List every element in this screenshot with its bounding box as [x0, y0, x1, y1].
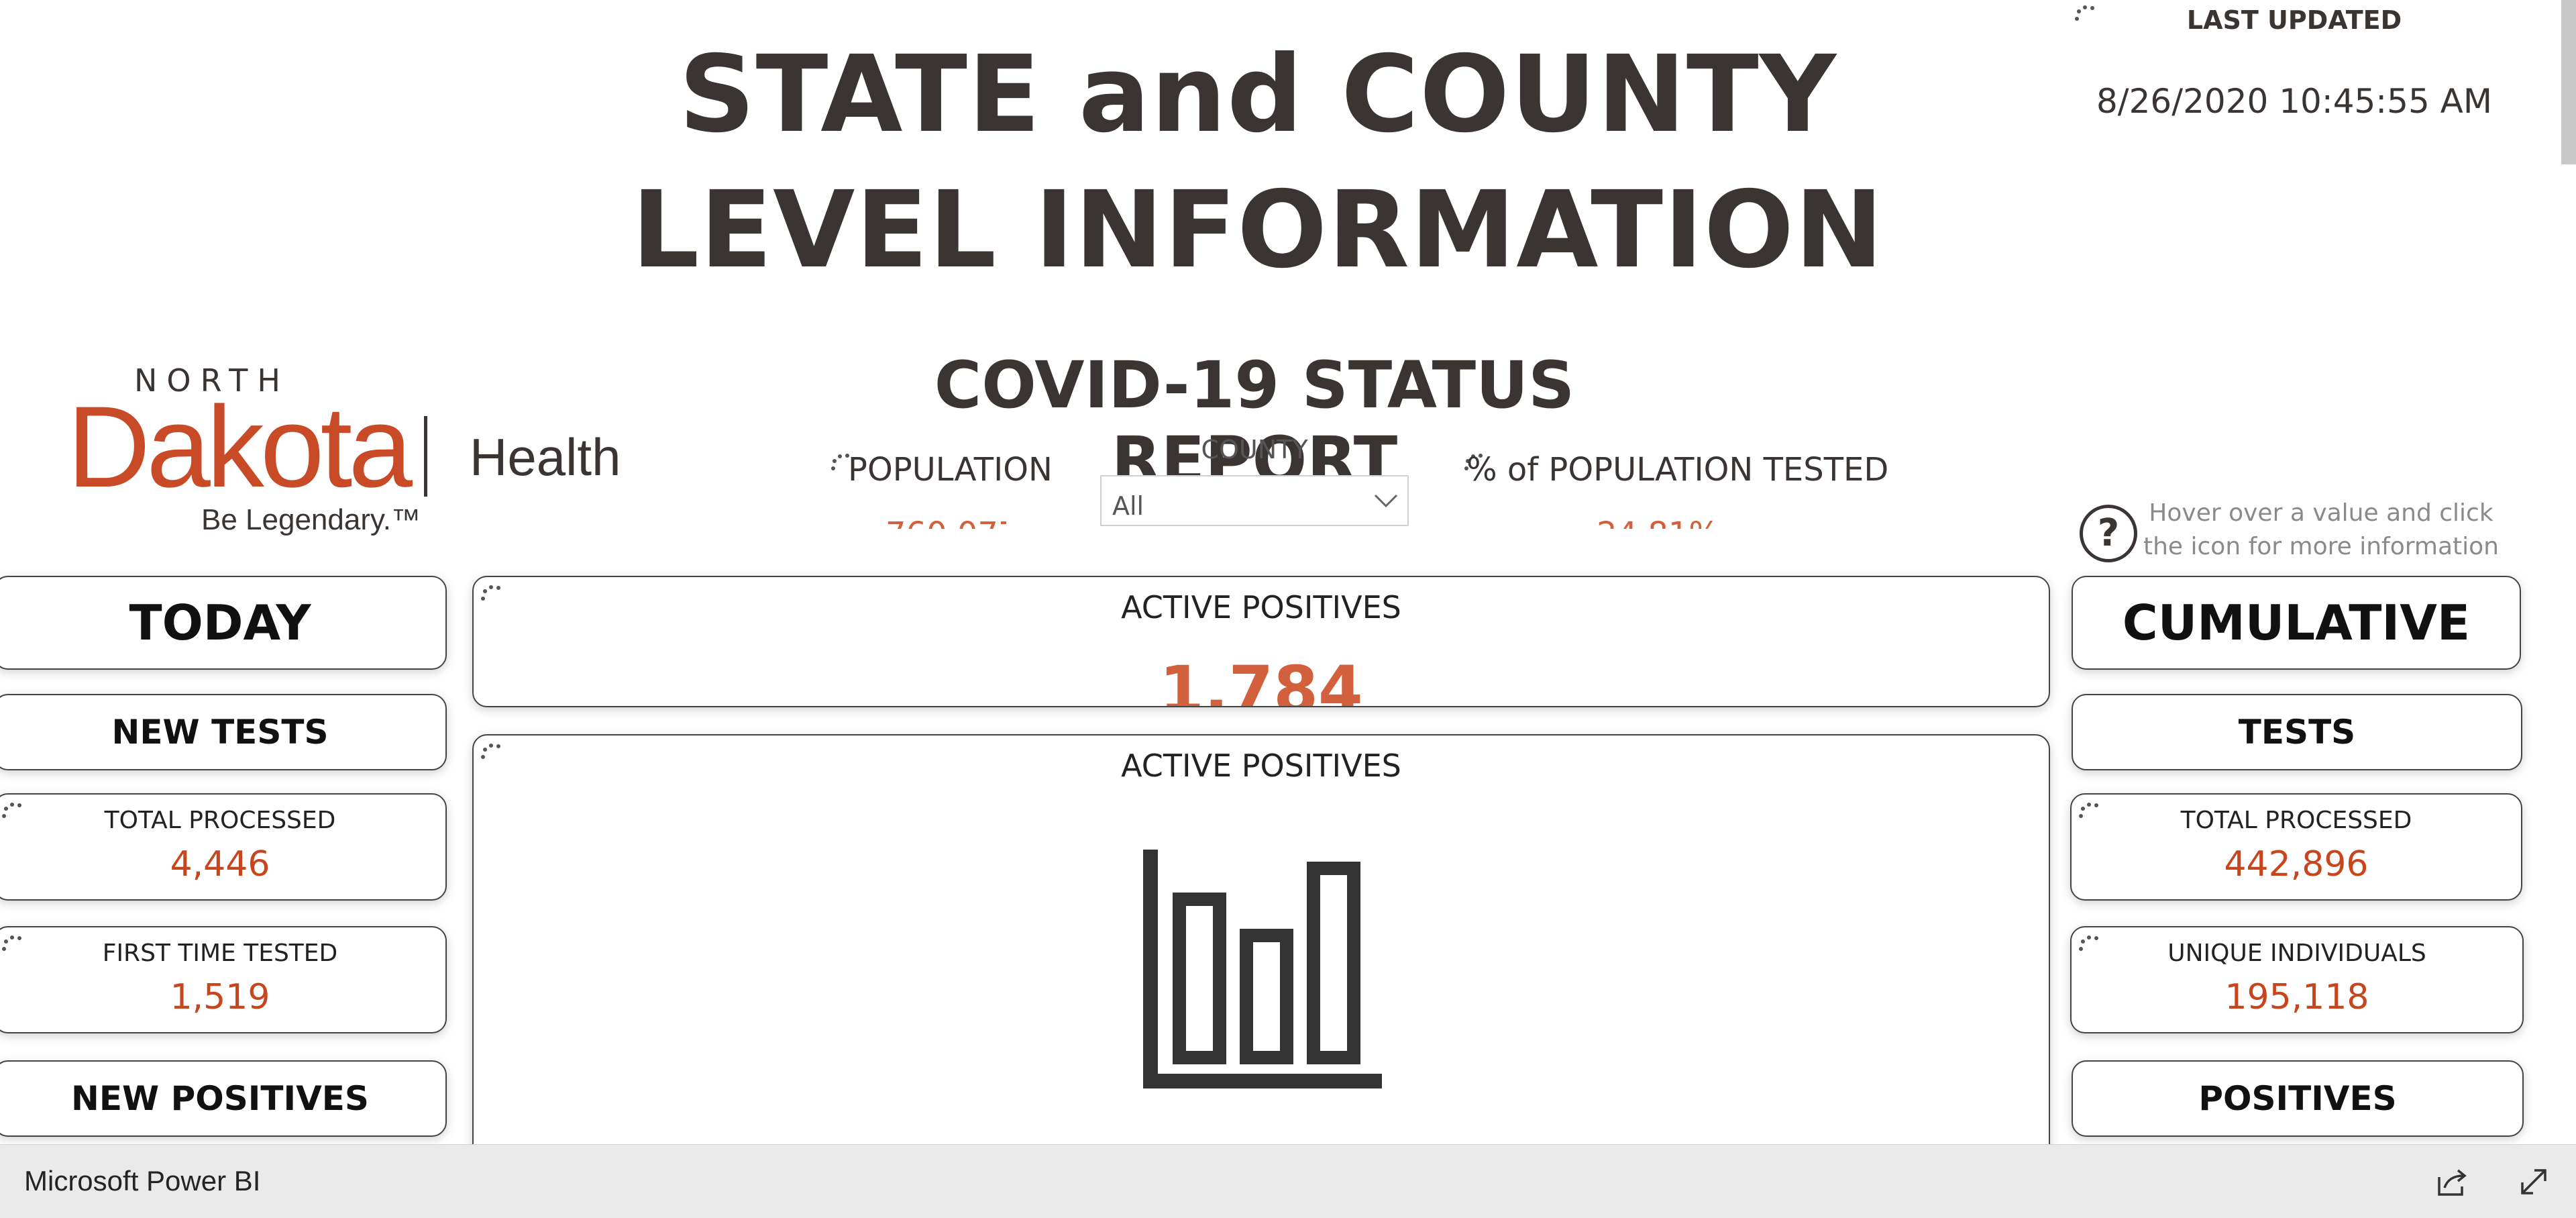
county-label: COUNTY [1201, 435, 1308, 464]
loading-spinner-icon [831, 454, 849, 470]
stat-value: 4,446 [170, 844, 270, 884]
pct-tested-label: % of POPULATION TESTED [1466, 451, 1889, 489]
stat-value: 1,519 [170, 977, 270, 1017]
active-positives-card[interactable]: ACTIVE POSITIVES 1,784 [472, 576, 2050, 707]
report-subtitle: COVID-19 STATUS REPORT [934, 348, 1575, 498]
stat-label: FIRST TIME TESTED [102, 940, 338, 967]
logo-north-text: NORTH [134, 362, 290, 399]
report-canvas: STATE and COUNTY LEVEL INFORMATION LAST … [0, 0, 2576, 1144]
loading-spinner-icon [481, 585, 500, 601]
loading-spinner-icon [2075, 5, 2094, 21]
active-positives-chart-card[interactable]: ACTIVE POSITIVES [472, 734, 2050, 1144]
cumulative-total-processed-card[interactable]: TOTAL PROCESSED 442,896 [2070, 793, 2522, 901]
pct-tested-value[interactable]: 24.81% [1597, 515, 1717, 529]
logo-dakota-text: Dakota [67, 383, 413, 511]
new-tests-header: NEW TESTS [0, 694, 447, 770]
tests-header: TESTS [2072, 694, 2522, 770]
new-positives-header: NEW POSITIVES [0, 1060, 447, 1137]
logo-health-text: Health [470, 427, 621, 487]
stat-value: 195,118 [2224, 977, 2369, 1017]
active-positives-chart-title: ACTIVE POSITIVES [1121, 748, 1401, 784]
page-title: STATE and COUNTY LEVEL INFORMATION [523, 27, 1992, 298]
positives-header: POSITIVES [2072, 1060, 2524, 1137]
last-updated-label: LAST UPDATED [2186, 5, 2402, 35]
page-title-line2: LEVEL INFORMATION [631, 168, 1884, 292]
share-icon[interactable] [2435, 1165, 2469, 1199]
loading-spinner-icon [2, 935, 21, 951]
stat-label: TOTAL PROCESSED [104, 807, 336, 834]
help-icon[interactable]: ? [2080, 505, 2137, 562]
today-header: TODAY [0, 576, 447, 670]
loading-spinner-icon [2079, 803, 2098, 818]
active-positives-label: ACTIVE POSITIVES [1121, 589, 1401, 625]
bar-chart-placeholder-icon [1143, 850, 1382, 1088]
county-selected-value: All [1112, 491, 1144, 521]
active-positives-value: 1,784 [1159, 652, 1363, 707]
county-dropdown[interactable]: All [1100, 475, 1409, 526]
fullscreen-icon[interactable] [2517, 1165, 2551, 1199]
loading-spinner-icon [2, 803, 21, 818]
cumulative-header: CUMULATIVE [2072, 576, 2521, 670]
logo-tagline: Be Legendary.™ [201, 503, 421, 536]
logo-divider [424, 416, 427, 497]
powerbi-footer-bar: Microsoft Power BI [0, 1144, 2576, 1218]
loading-spinner-icon [2079, 935, 2098, 951]
population-label: POPULATION [848, 451, 1053, 489]
stat-value: 442,896 [2224, 844, 2369, 884]
powerbi-brand-link[interactable]: Microsoft Power BI [24, 1165, 261, 1197]
cumulative-unique-individuals-card[interactable]: UNIQUE INDIVIDUALS 195,118 [2070, 926, 2524, 1033]
today-first-time-tested-card[interactable]: FIRST TIME TESTED 1,519 [0, 926, 447, 1033]
help-hint-text: Hover over a value and click the icon fo… [2143, 499, 2499, 560]
page-title-line1: STATE and COUNTY [678, 33, 1837, 156]
loading-spinner-icon [481, 744, 500, 759]
scrollbar-thumb[interactable] [2561, 0, 2576, 164]
stat-label: UNIQUE INDIVIDUALS [2167, 940, 2426, 967]
population-value[interactable]: 760,077 [885, 515, 1006, 529]
loading-spinner-icon [1464, 454, 1483, 470]
last-updated-value: 8/26/2020 10:45:55 AM [2096, 82, 2493, 121]
today-total-processed-card[interactable]: TOTAL PROCESSED 4,446 [0, 793, 447, 901]
stat-label: TOTAL PROCESSED [2180, 807, 2412, 834]
chevron-down-icon [1374, 494, 1398, 508]
nd-health-logo: NORTH Dakota Health Be Legendary.™ [67, 362, 621, 550]
